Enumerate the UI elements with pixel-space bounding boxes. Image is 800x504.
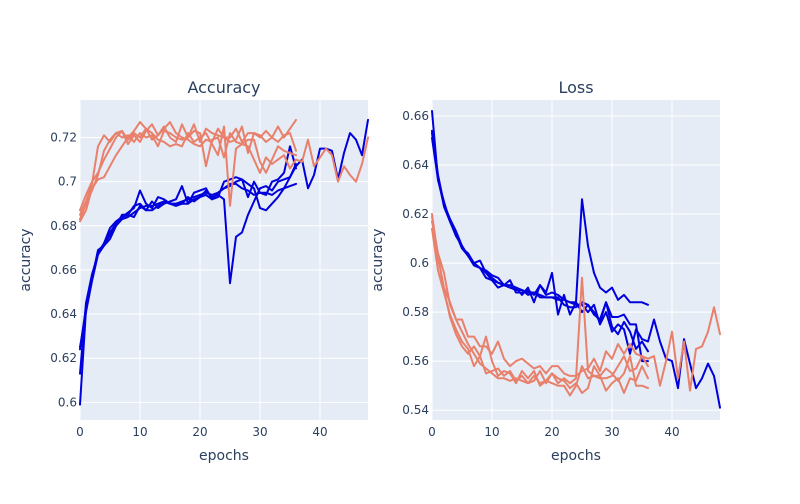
loss-x-tick-label: 30 [604, 425, 619, 439]
loss-x-axis-label: epochs [551, 448, 601, 464]
acc-y-axis-label: accuracy [18, 228, 34, 291]
acc-chart-title: Accuracy [187, 78, 260, 97]
loss-x-tick-label: 20 [544, 425, 559, 439]
acc-series-6-line [79, 118, 297, 212]
loss-y-tick-label: 0.6 [410, 256, 429, 270]
loss-x-tick-label: 40 [664, 425, 679, 439]
loss-x-tick-label: 0 [428, 425, 436, 439]
acc-y-tick-label: 0.7 [58, 175, 77, 189]
acc-x-tick-label: 20 [192, 425, 207, 439]
loss-chart-title: Loss [558, 78, 593, 97]
acc-y-tick-label: 0.6 [58, 395, 77, 409]
loss-y-tick-label: 0.64 [402, 158, 429, 172]
loss-series-7-line [431, 213, 649, 397]
acc-x-tick-label: 0 [76, 425, 84, 439]
acc-series-7-line [79, 121, 297, 223]
acc-series-4-line [79, 129, 369, 221]
acc-series-3-line [79, 182, 297, 349]
acc-series-5-line [79, 125, 297, 216]
acc-x-tick-label: 10 [132, 425, 147, 439]
loss-series-2-line [431, 137, 649, 363]
acc-y-tick-label: 0.62 [50, 351, 77, 365]
acc-panel: 0 10 20 30 40 0.6 0.62 0.64 0.66 0.68 0.7 0.72 Accur… [18, 78, 369, 464]
loss-series-6-line [431, 227, 649, 394]
loss-y-tick-label: 0.54 [402, 403, 429, 417]
acc-y-tick-label: 0.68 [50, 219, 77, 233]
loss-y-tick-label: 0.62 [402, 207, 429, 221]
acc-x-tick-label: 40 [312, 425, 327, 439]
acc-y-tick-label: 0.64 [50, 307, 77, 321]
acc-y-tick-label: 0.66 [50, 263, 77, 277]
loss-y-axis-label: accuracy [370, 228, 386, 291]
acc-y-tick-label: 0.72 [50, 131, 77, 145]
loss-y-tick-label: 0.56 [402, 354, 429, 368]
acc-x-tick-label: 30 [252, 425, 267, 439]
acc-x-axis-label: epochs [199, 448, 249, 464]
loss-series-3-line [431, 132, 649, 353]
loss-series-5-line [431, 215, 649, 387]
loss-x-tick-label: 10 [484, 425, 499, 439]
loss-y-tick-label: 0.58 [402, 305, 429, 319]
loss-y-tick-label: 0.66 [402, 109, 429, 123]
loss-panel: 0 10 20 30 40 0.54 0.56 0.58 0.6 0.62 0.64 0.66 Loss… [370, 78, 721, 464]
